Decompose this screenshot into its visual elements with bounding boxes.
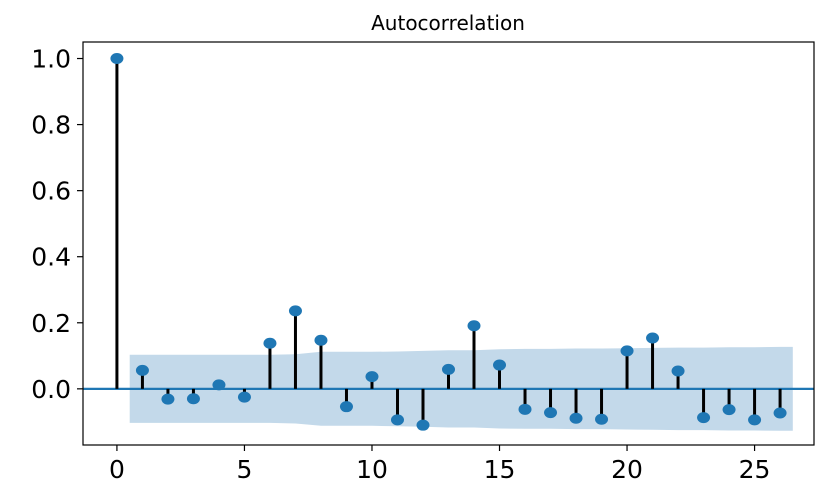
marker-lag-3 — [186, 393, 200, 405]
marker-lag-22 — [671, 365, 685, 377]
marker-lag-26 — [773, 407, 787, 419]
marker-lag-0 — [110, 53, 124, 65]
marker-lag-4 — [212, 379, 226, 391]
marker-lag-7 — [288, 305, 302, 317]
marker-lag-16 — [518, 403, 532, 415]
marker-lag-18 — [569, 412, 583, 424]
marker-lag-21 — [646, 332, 660, 344]
marker-lag-20 — [620, 345, 634, 357]
marker-lag-24 — [722, 404, 736, 416]
y-tick-label-3: 0.6 — [31, 177, 71, 206]
y-axis-ticks: 0.0 0.2 0.4 0.6 0.8 1.0 — [31, 45, 83, 404]
marker-lag-10 — [365, 371, 379, 383]
marker-lag-15 — [493, 359, 507, 371]
x-tick-label-15: 15 — [484, 455, 516, 484]
marker-lag-14 — [467, 320, 481, 332]
marker-lag-5 — [237, 391, 251, 403]
marker-lag-12 — [416, 419, 430, 431]
marker-lag-9 — [339, 401, 353, 413]
marker-lag-25 — [748, 414, 762, 426]
y-tick-label-0: 0.0 — [31, 375, 71, 404]
x-axis-ticks: 0 5 10 15 20 25 — [109, 445, 771, 484]
marker-layer — [110, 53, 787, 431]
x-tick-label-0: 0 — [109, 455, 125, 484]
marker-lag-1 — [135, 364, 149, 376]
marker-lag-13 — [442, 363, 455, 375]
x-tick-label-25: 25 — [739, 455, 771, 484]
y-tick-label-2: 0.4 — [31, 243, 71, 272]
x-tick-label-20: 20 — [611, 455, 643, 484]
marker-lag-19 — [595, 413, 609, 425]
marker-lag-23 — [697, 412, 711, 424]
x-tick-label-5: 5 — [236, 455, 252, 484]
marker-lag-17 — [544, 407, 558, 419]
marker-lag-6 — [263, 337, 277, 349]
plot-frame — [82, 41, 815, 446]
x-tick-label-10: 10 — [356, 455, 388, 484]
y-tick-label-4: 0.8 — [31, 111, 71, 140]
marker-lag-11 — [390, 414, 404, 426]
y-tick-label-5: 1.0 — [31, 45, 71, 74]
marker-lag-2 — [161, 393, 175, 405]
marker-lag-8 — [314, 334, 328, 346]
chart-title: Autocorrelation — [371, 11, 525, 35]
y-tick-label-1: 0.2 — [31, 309, 71, 338]
